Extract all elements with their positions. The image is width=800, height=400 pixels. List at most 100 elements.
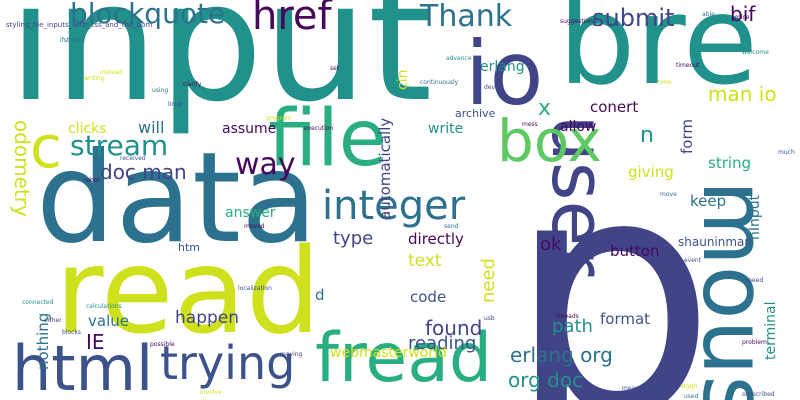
cloud-word: need xyxy=(478,258,499,303)
cloud-word: set xyxy=(330,65,340,72)
cloud-word: suggestions xyxy=(560,18,596,25)
cloud-word: erlang org xyxy=(510,343,613,367)
cloud-word: blockquote xyxy=(70,0,226,30)
cloud-word: directly xyxy=(408,230,464,248)
cloud-word: will xyxy=(138,118,165,137)
cloud-word: erlang xyxy=(480,59,525,75)
cloud-word: calculations xyxy=(86,303,122,310)
cloud-word: nInput xyxy=(747,194,763,240)
cloud-word: timeout xyxy=(676,62,700,69)
cloud-word: subscribed xyxy=(742,391,775,398)
cloud-word: cin xyxy=(395,69,411,90)
cloud-word: data xyxy=(36,126,318,271)
cloud-word: htm xyxy=(178,241,200,254)
cloud-word: read xyxy=(55,222,321,360)
cloud-word: x xyxy=(538,96,552,121)
cloud-word: mice xyxy=(735,14,750,21)
cloud-word: odometry xyxy=(10,120,34,217)
cloud-word: n xyxy=(640,123,654,148)
cloud-word: ok xyxy=(540,234,562,255)
cloud-word: box xyxy=(497,107,602,175)
cloud-word: moving xyxy=(280,351,303,358)
cloud-word: integer xyxy=(322,183,466,229)
cloud-word: bif xyxy=(730,2,756,26)
cloud-word: stream xyxy=(70,129,169,162)
cloud-word: automatically xyxy=(376,117,394,220)
cloud-word: execution xyxy=(304,125,334,132)
cloud-word: c xyxy=(30,113,62,181)
cloud-word: mouse xyxy=(683,180,786,400)
cloud-word: io xyxy=(465,22,544,125)
cloud-word: submit xyxy=(592,4,675,32)
cloud-word: d xyxy=(315,286,325,304)
cloud-word: archive xyxy=(455,107,496,120)
cloud-word: keep xyxy=(690,192,727,210)
cloud-word: happen xyxy=(175,308,240,328)
cloud-word: blocks xyxy=(62,329,82,336)
cloud-word: giving xyxy=(628,163,674,181)
cloud-word: involve xyxy=(200,389,222,396)
cloud-word: welcome xyxy=(742,49,769,56)
cloud-word: ifstream xyxy=(60,37,85,44)
cloud-word: shauninman xyxy=(678,235,753,249)
cloud-word: found xyxy=(425,316,483,340)
cloud-word: advance xyxy=(446,55,472,62)
cloud-word: able xyxy=(702,11,715,18)
cloud-word: Thank xyxy=(420,0,513,34)
cloud-word: speed xyxy=(745,277,764,284)
cloud-word: input xyxy=(8,0,433,138)
cloud-word: using xyxy=(152,87,169,94)
cloud-word: continuously xyxy=(420,79,459,86)
cloud-word: arggh xyxy=(680,383,698,390)
cloud-word: terminal xyxy=(763,301,779,360)
cloud-word: file xyxy=(268,94,387,184)
cloud-word: doc man xyxy=(100,160,187,184)
cloud-word: string xyxy=(708,154,752,172)
cloud-word: href xyxy=(252,0,332,39)
cloud-word: way xyxy=(235,147,296,182)
cloud-word: p xyxy=(507,105,717,400)
cloud-word: received xyxy=(120,155,146,162)
cloud-word: instead xyxy=(100,69,123,76)
cloud-word: bre xyxy=(558,0,758,112)
cloud-word: program xyxy=(266,115,292,122)
cloud-word: trying xyxy=(160,336,296,390)
cloud-word: possible xyxy=(150,341,175,348)
cloud-word: time xyxy=(658,79,672,86)
cloud-word: send xyxy=(444,223,459,230)
cloud-word: answer xyxy=(225,205,276,221)
cloud-word: webmasterworld xyxy=(330,345,447,361)
cloud-word: org doc xyxy=(508,368,584,392)
cloud-word: path xyxy=(552,316,593,337)
cloud-word: threads xyxy=(556,313,579,320)
cloud-word: used xyxy=(684,393,699,400)
cloud-word: event xyxy=(684,257,702,264)
cloud-word: clicks xyxy=(68,121,107,137)
cloud-word: moved xyxy=(244,223,265,230)
cloud-word: value xyxy=(88,312,129,330)
cloud-word: writing xyxy=(84,75,105,82)
cloud-word: styling_file_inputs_with_css_and_the_dom xyxy=(6,21,153,29)
cloud-word: much xyxy=(778,149,795,156)
cloud-word: form xyxy=(678,119,696,154)
cloud-word: conert xyxy=(590,98,639,116)
cloud-word: measurement xyxy=(622,385,664,392)
cloud-word: html xyxy=(12,332,154,400)
cloud-word: move xyxy=(660,191,677,198)
cloud-word: button xyxy=(610,242,660,260)
cloud-word: format xyxy=(600,310,651,328)
cloud-word: type xyxy=(333,228,374,249)
cloud-word: allow xyxy=(560,119,597,135)
cloud-word: dev xyxy=(484,84,496,91)
cloud-word: clarify xyxy=(183,81,202,88)
cloud-word: code xyxy=(410,288,447,306)
cloud-word: fread xyxy=(315,319,493,398)
cloud-word: usb xyxy=(484,315,495,322)
cloud-word: man io xyxy=(708,82,777,106)
cloud-word: text xyxy=(408,251,442,271)
cloud-word: IE xyxy=(86,330,105,354)
cloud-word: localization xyxy=(238,285,272,292)
cloud-word: robot xyxy=(84,177,100,184)
cloud-word: write xyxy=(428,121,464,137)
